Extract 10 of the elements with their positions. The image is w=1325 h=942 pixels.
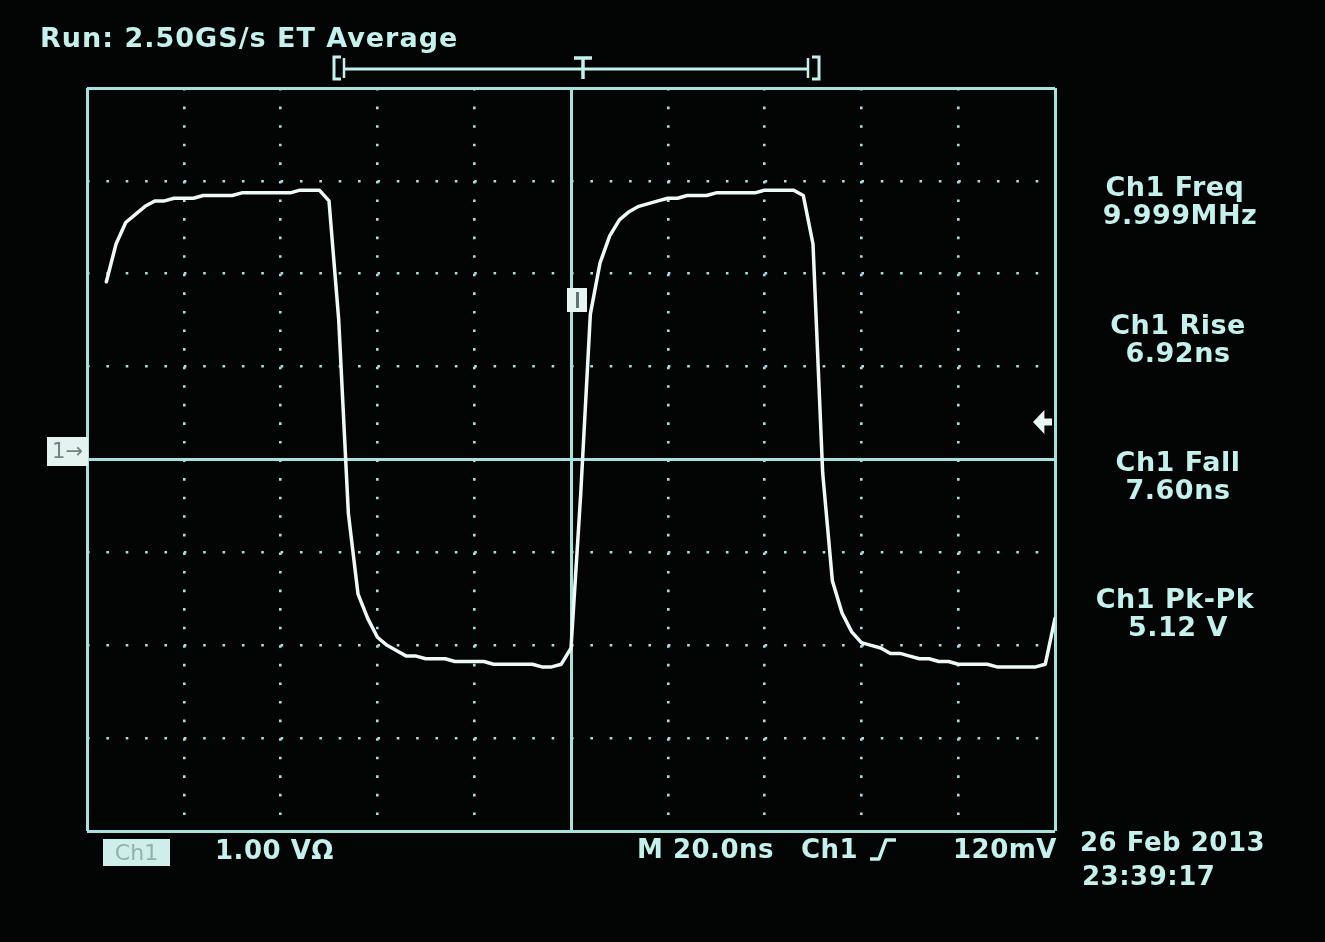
text: 120mV [953,834,1057,865]
text: 23:39:17 [1082,861,1216,892]
text: Ch1 [801,834,859,865]
text: 1→ [47,437,88,466]
text: 1.00 VΩ [215,835,334,866]
text: Ch1 [103,839,170,866]
text: Ch1 Freq [1105,171,1245,203]
text: M 20.0ns [637,834,775,865]
chart-title: Run: 2.50GS/s ET Average [40,22,459,53]
text: 26 Feb 2013 [1080,827,1266,858]
